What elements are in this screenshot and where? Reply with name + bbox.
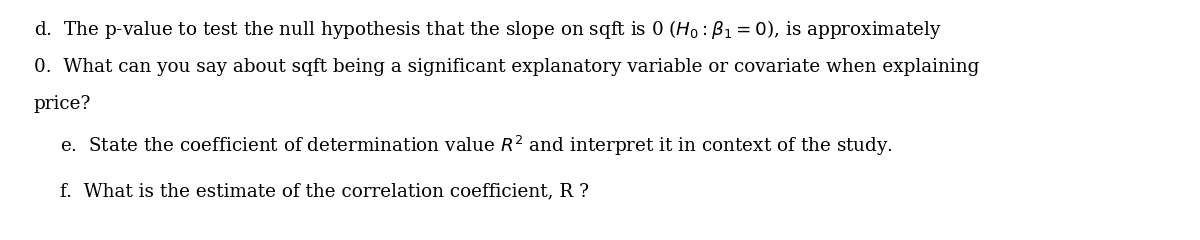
Text: 0.  What can you say about sqft being a significant explanatory variable or cova: 0. What can you say about sqft being a s… — [34, 58, 979, 76]
Text: f.  What is the estimate of the correlation coefficient, R ?: f. What is the estimate of the correlati… — [60, 182, 589, 200]
Text: d.  The p-value to test the null hypothesis that the slope on sqft is 0 ($H_0 : : d. The p-value to test the null hypothes… — [34, 18, 942, 41]
Text: price?: price? — [34, 95, 91, 113]
Text: e.  State the coefficient of determination value $R^2$ and interpret it in conte: e. State the coefficient of determinatio… — [60, 134, 893, 158]
